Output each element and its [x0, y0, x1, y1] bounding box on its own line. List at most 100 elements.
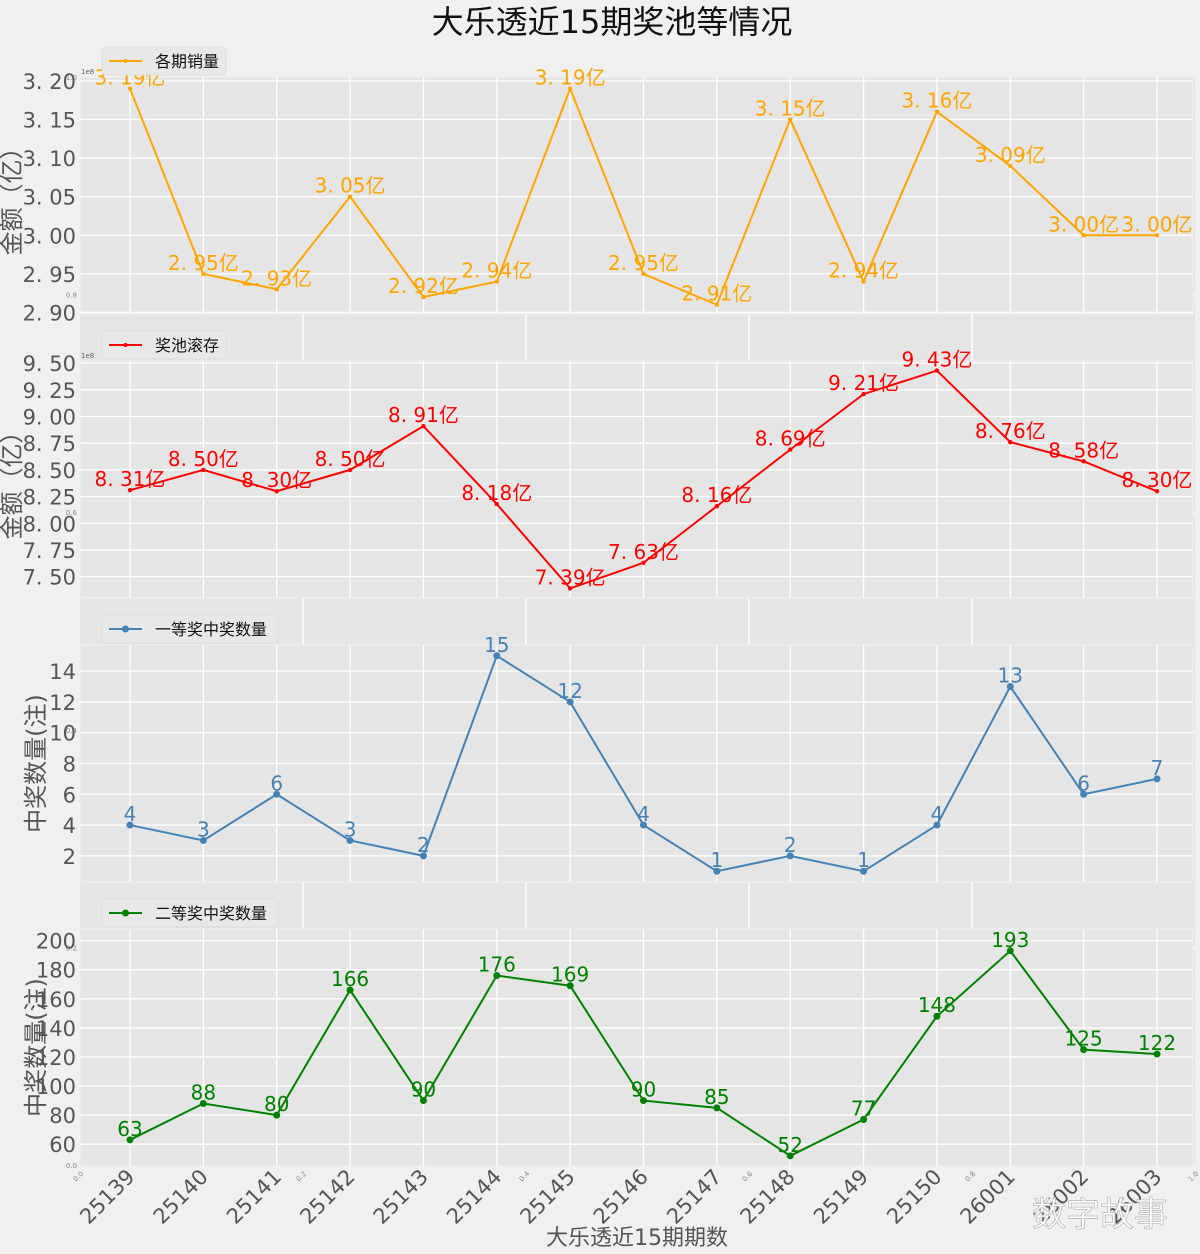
data-label: 2. 95亿 — [168, 251, 239, 275]
data-label: 122 — [1138, 1031, 1176, 1055]
data-point — [274, 287, 279, 292]
data-point — [274, 489, 279, 494]
data-label: 80 — [264, 1092, 289, 1116]
data-label: 3. 15亿 — [755, 96, 826, 120]
background-x-tick-label: 0.0 — [72, 1170, 86, 1184]
y-tick-label: 2. 95 — [23, 263, 76, 287]
y-tick-label: 2 — [63, 845, 76, 869]
data-point — [1081, 459, 1086, 464]
data-point — [566, 982, 574, 990]
data-label: 4 — [931, 802, 944, 826]
data-label: 3. 00亿 — [1122, 212, 1193, 236]
y-tick-label: 180 — [36, 959, 76, 983]
y-tick-label: 10 — [49, 722, 76, 746]
x-tick-label: 25146 — [589, 1165, 653, 1229]
data-label: 6 — [270, 771, 283, 795]
data-point — [713, 867, 721, 875]
data-point — [273, 1111, 281, 1119]
data-label: 193 — [991, 928, 1029, 952]
data-label: 8. 30亿 — [1122, 468, 1193, 492]
data-point — [199, 1099, 207, 1107]
data-label: 3. 16亿 — [901, 89, 972, 113]
data-point — [714, 302, 720, 307]
data-label: 88 — [191, 1080, 216, 1104]
data-label: 8. 31亿 — [95, 467, 166, 491]
data-point — [641, 271, 646, 277]
y-tick-label: 9. 50 — [23, 352, 76, 376]
legend-box — [101, 898, 279, 928]
y-axis-label: 中奖数量(注) — [22, 694, 50, 833]
y-tick-label: 8. 25 — [23, 486, 76, 510]
legend-label: 一等奖中奖数量 — [155, 620, 267, 639]
background-y-tick-label: 0.2 — [66, 944, 77, 952]
data-point — [640, 821, 647, 829]
background-x-tick-label: 0.8 — [964, 1170, 978, 1184]
background-y-tick-label: 0.4 — [66, 727, 78, 735]
x-tick-label: 25149 — [809, 1165, 873, 1229]
data-label: 8. 58亿 — [1048, 438, 1119, 462]
data-label: 1 — [857, 848, 870, 872]
data-point — [201, 271, 206, 277]
y-tick-label: 6 — [63, 783, 76, 807]
subplots: 2. 90 2. 95 3. 00 3. 05 3. 10 3. 15 3. 20 1e8 金额… — [0, 46, 1194, 1167]
data-point — [788, 447, 793, 452]
legend: 奖池滚存 — [101, 330, 227, 360]
data-point — [934, 109, 940, 114]
data-point — [1008, 163, 1013, 168]
legend-box — [101, 614, 279, 644]
data-label: 2 — [784, 833, 797, 857]
data-label: 8. 30亿 — [241, 468, 312, 492]
legend-box — [101, 330, 227, 360]
data-label: 3. 09亿 — [975, 143, 1046, 167]
data-point — [1080, 1046, 1088, 1054]
data-label: 52 — [777, 1133, 802, 1157]
data-label: 8. 18亿 — [461, 481, 532, 505]
legend-marker — [123, 59, 128, 63]
legend: 一等奖中奖数量 — [101, 614, 279, 644]
data-point — [566, 698, 574, 706]
y-tick-label: 3. 00 — [23, 224, 76, 248]
data-point — [933, 821, 941, 829]
data-point — [346, 986, 354, 994]
y-tick-label: 100 — [36, 1075, 76, 1099]
data-point — [1153, 775, 1161, 783]
y-tick-label: 8 — [63, 753, 76, 777]
data-label: 3 — [344, 817, 357, 841]
data-label: 3. 19亿 — [535, 66, 606, 90]
data-point — [934, 368, 940, 373]
data-point — [714, 503, 720, 509]
watermark: 数字故事 — [1032, 1195, 1168, 1235]
y-tick-label: 8. 75 — [23, 432, 76, 456]
data-point — [1006, 683, 1014, 691]
y-axis-label: 中奖数量(注) — [22, 978, 50, 1117]
y-tick-label: 160 — [36, 988, 76, 1012]
legend-label: 各期销量 — [155, 52, 219, 71]
x-tick-label: 25150 — [882, 1165, 946, 1229]
background-x-tick-label: 0.4 — [518, 1169, 532, 1183]
y-offset-text: 1e8 — [81, 352, 94, 360]
data-point — [567, 86, 573, 91]
legend-marker — [123, 343, 128, 347]
background-x-tick-label: 0.6 — [741, 1169, 755, 1183]
y-tick-label: 3. 15 — [23, 108, 76, 132]
y-offset-text: 1e8 — [81, 68, 94, 76]
y-tick-label: 8. 50 — [23, 459, 76, 483]
y-tick-label: 9. 00 — [23, 406, 76, 430]
data-point — [273, 790, 281, 798]
data-label: 7 — [1151, 756, 1164, 780]
data-label: 90 — [631, 1078, 656, 1102]
plot-area — [79, 360, 1194, 599]
y-axis-label: 金额（亿） — [0, 136, 26, 256]
y-tick-label: 120 — [36, 1046, 76, 1070]
x-axis: 25139 25140 25141 25142 25143 25144 25145 25146… — [75, 1165, 1166, 1229]
data-label: 6 — [1077, 771, 1090, 795]
data-point — [421, 294, 426, 300]
data-label: 176 — [478, 953, 516, 977]
data-label: 125 — [1065, 1027, 1103, 1051]
data-label: 4 — [637, 802, 650, 826]
data-point — [640, 1097, 647, 1105]
legend: 各期销量 — [101, 46, 227, 76]
data-label: 77 — [851, 1096, 876, 1120]
data-point — [861, 279, 866, 284]
